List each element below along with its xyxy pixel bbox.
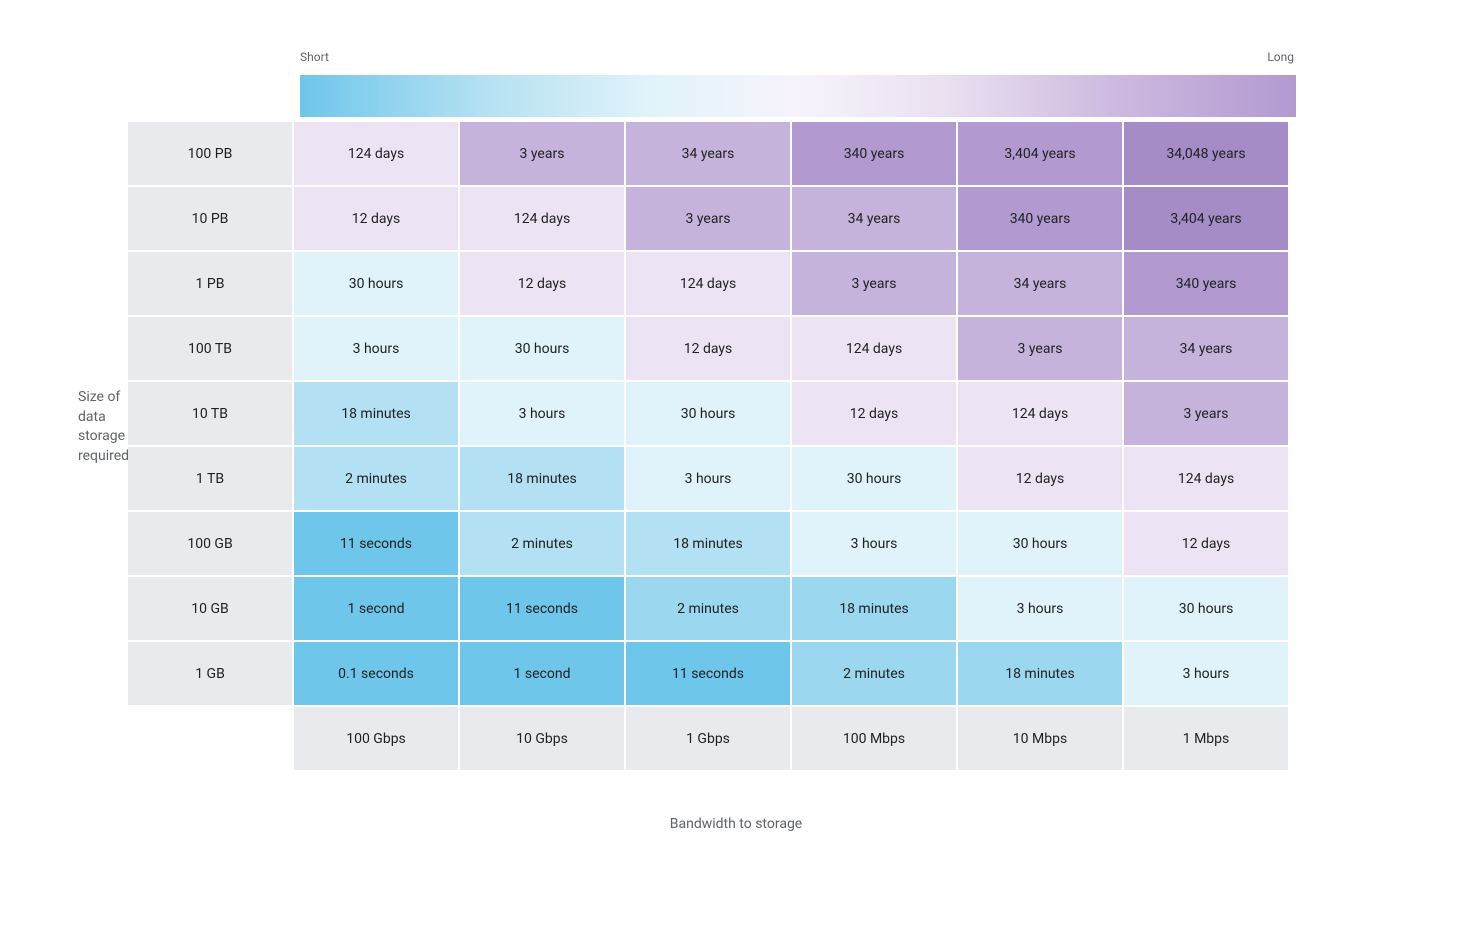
table-cell: 30 hours (1124, 577, 1288, 640)
table-cell: 34 years (792, 187, 956, 250)
col-header: 10 Mbps (958, 707, 1122, 770)
corner-blank (128, 707, 292, 770)
col-header: 1 Gbps (626, 707, 790, 770)
table-cell: 340 years (1124, 252, 1288, 315)
table-cell: 34 years (1124, 317, 1288, 380)
table-cell: 11 seconds (460, 577, 624, 640)
table-cell: 2 minutes (460, 512, 624, 575)
table-cell: 124 days (294, 122, 458, 185)
table-cell: 2 minutes (626, 577, 790, 640)
table-cell: 124 days (958, 382, 1122, 445)
table-cell: 3,404 years (958, 122, 1122, 185)
table-cell: 30 hours (626, 382, 790, 445)
table-cell: 18 minutes (958, 642, 1122, 705)
table-cell: 30 hours (294, 252, 458, 315)
table-cell: 3 hours (958, 577, 1122, 640)
table-cell: 18 minutes (460, 447, 624, 510)
row-header: 100 TB (128, 317, 292, 380)
table-cell: 2 minutes (294, 447, 458, 510)
transfer-time-table: 100 PB124 days3 years34 years340 years3,… (128, 122, 1288, 770)
table-cell: 3 years (626, 187, 790, 250)
table-cell: 3 hours (294, 317, 458, 380)
table-cell: 3,404 years (1124, 187, 1288, 250)
gradient-label-short: Short (300, 50, 329, 64)
table-cell: 12 days (792, 382, 956, 445)
table-cell: 11 seconds (294, 512, 458, 575)
table-cell: 34 years (958, 252, 1122, 315)
table-cell: 12 days (460, 252, 624, 315)
table-cell: 1 second (460, 642, 624, 705)
row-header: 10 GB (128, 577, 292, 640)
table-cell: 12 days (1124, 512, 1288, 575)
row-header: 10 TB (128, 382, 292, 445)
col-header: 1 Mbps (1124, 707, 1288, 770)
x-axis-label: Bandwidth to storage (0, 816, 1472, 832)
y-axis-label: Size ofdatastoragerequired (78, 388, 129, 466)
col-header: 100 Gbps (294, 707, 458, 770)
table-cell: 12 days (294, 187, 458, 250)
table-cell: 124 days (626, 252, 790, 315)
row-header: 1 GB (128, 642, 292, 705)
gradient-label-long: Long (1267, 50, 1294, 64)
table-cell: 2 minutes (792, 642, 956, 705)
table-cell: 30 hours (792, 447, 956, 510)
row-header: 100 PB (128, 122, 292, 185)
row-header: 1 TB (128, 447, 292, 510)
gradient-legend-bar (300, 75, 1296, 117)
row-header: 10 PB (128, 187, 292, 250)
table-cell: 1 second (294, 577, 458, 640)
table-cell: 30 hours (460, 317, 624, 380)
table-cell: 3 hours (626, 447, 790, 510)
col-header: 100 Mbps (792, 707, 956, 770)
table-cell: 3 hours (1124, 642, 1288, 705)
table-cell: 124 days (1124, 447, 1288, 510)
table-cell: 12 days (958, 447, 1122, 510)
table-cell: 11 seconds (626, 642, 790, 705)
table-cell: 3 years (958, 317, 1122, 380)
table-cell: 18 minutes (792, 577, 956, 640)
table-cell: 0.1 seconds (294, 642, 458, 705)
table-cell: 12 days (626, 317, 790, 380)
col-header: 10 Gbps (460, 707, 624, 770)
table-cell: 18 minutes (294, 382, 458, 445)
table-cell: 340 years (792, 122, 956, 185)
table-cell: 3 years (460, 122, 624, 185)
table-cell: 34,048 years (1124, 122, 1288, 185)
table-cell: 3 years (1124, 382, 1288, 445)
table-cell: 3 years (792, 252, 956, 315)
table-cell: 340 years (958, 187, 1122, 250)
table-cell: 18 minutes (626, 512, 790, 575)
row-header: 1 PB (128, 252, 292, 315)
table-cell: 34 years (626, 122, 790, 185)
table-cell: 3 hours (792, 512, 956, 575)
table-cell: 3 hours (460, 382, 624, 445)
row-header: 100 GB (128, 512, 292, 575)
table-cell: 124 days (460, 187, 624, 250)
table-cell: 124 days (792, 317, 956, 380)
table-cell: 30 hours (958, 512, 1122, 575)
chart-canvas: Short Long Size ofdatastoragerequired Ba… (0, 0, 1472, 926)
